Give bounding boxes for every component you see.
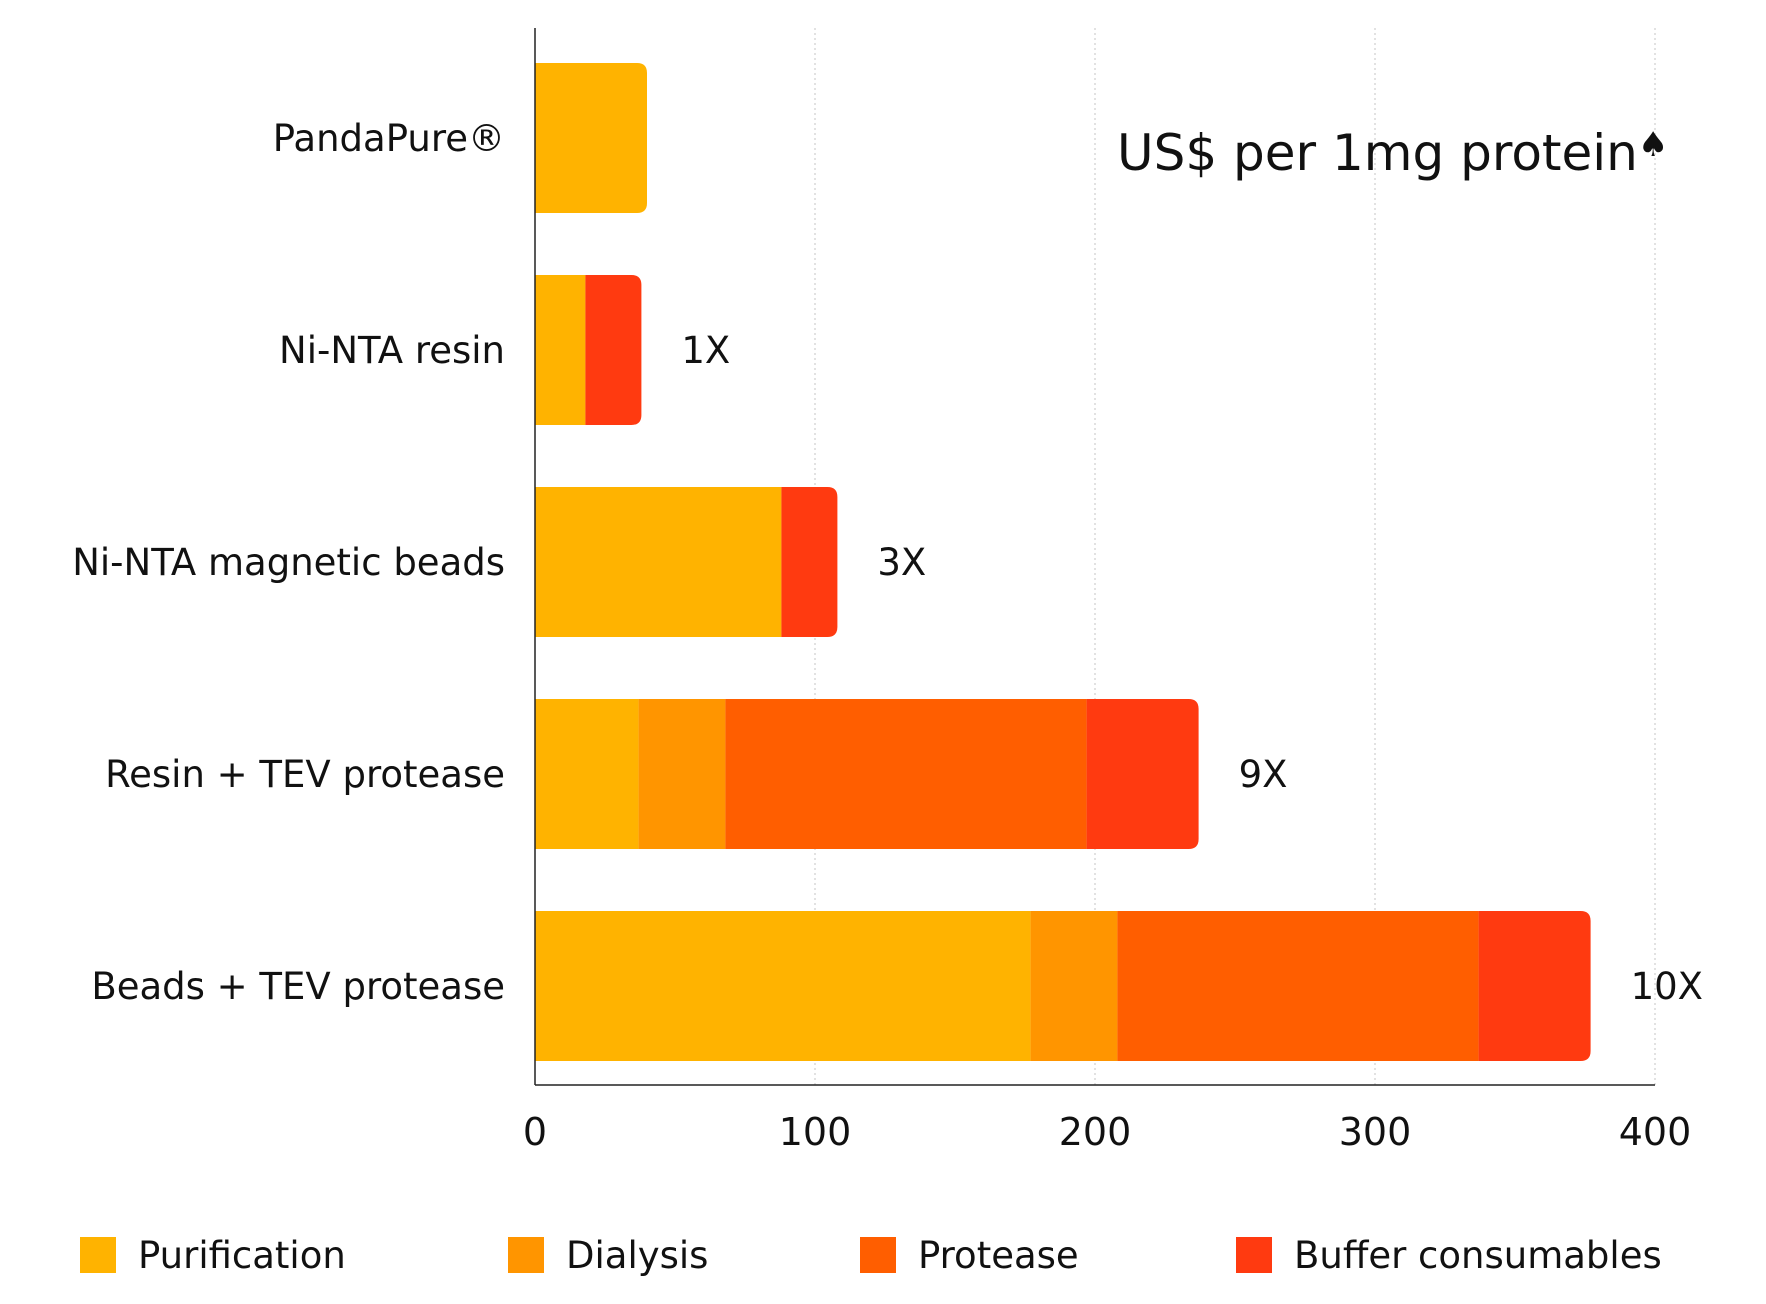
legend-item-protease: Protease (860, 1230, 1079, 1280)
labels: 0 100 200 300 400 PandaPure® Ni-NTA resin 1X Ni-… (72, 117, 1703, 1154)
bar-ni-nta-resin-purification (535, 275, 586, 425)
legend-label: Purification (138, 1233, 346, 1277)
category-label: PandaPure® (273, 117, 505, 160)
bar-resin-tev-protease-purification (535, 699, 639, 849)
legend-label: Buffer consumables (1294, 1233, 1662, 1277)
legend-item-dialysis: Dialysis (508, 1230, 708, 1280)
bar-resin-tev-protease-protease (725, 699, 1087, 849)
bar-annotation: 1X (681, 329, 730, 372)
category-label: Resin + TEV protease (105, 753, 505, 796)
legend-item-buffer-consumables: Buffer consumables (1236, 1230, 1662, 1280)
chart-title: US$ per 1mg protein♠ (1117, 124, 1668, 182)
grid-lines (814, 28, 1656, 1085)
bar-resin-tev-protease-dialysis (638, 699, 726, 849)
chart-title-text: US$ per 1mg protein (1117, 124, 1638, 182)
x-tick-label: 400 (1619, 1110, 1692, 1154)
bar-annotation: 9X (1239, 753, 1288, 796)
bar-ni-nta-magnetic-beads-purification (535, 487, 782, 637)
bar-resin-tev-protease-buffer-consumables (1086, 699, 1199, 849)
bar-beads-tev-protease-buffer-consumables (1478, 911, 1591, 1061)
bar-ni-nta-magnetic-beads-buffer-consumables (781, 487, 838, 637)
category-label: Ni-NTA resin (279, 329, 505, 372)
category-label: Ni-NTA magnetic beads (72, 541, 505, 584)
legend-swatch (1236, 1237, 1272, 1273)
bar-beads-tev-protease-protease (1117, 911, 1479, 1061)
bar-beads-tev-protease-dialysis (1030, 911, 1118, 1061)
bar-pandapure-purification (535, 63, 647, 213)
legend-swatch (508, 1237, 544, 1273)
bars (535, 63, 1591, 1061)
bar-annotation: 3X (877, 541, 926, 584)
bar-beads-tev-protease-purification (535, 911, 1031, 1061)
legend-item-purification: Purification (80, 1230, 346, 1280)
x-tick-label: 200 (1059, 1110, 1132, 1154)
legend-label: Protease (918, 1233, 1079, 1277)
legend-label: Dialysis (566, 1233, 709, 1277)
legend-swatch (860, 1237, 896, 1273)
x-tick-label: 100 (779, 1110, 852, 1154)
bar-annotation: 10X (1631, 965, 1703, 1008)
x-tick-label: 0 (523, 1110, 547, 1154)
x-tick-label: 300 (1339, 1110, 1412, 1154)
axes (534, 28, 1655, 1086)
legend: Purification Dialysis Protease Buffer consu… (0, 1230, 1766, 1280)
legend-swatch (80, 1237, 116, 1273)
bar-ni-nta-resin-buffer-consumables (585, 275, 642, 425)
chart-title-mark: ♠ (1638, 125, 1668, 165)
category-label: Beads + TEV protease (91, 965, 505, 1008)
